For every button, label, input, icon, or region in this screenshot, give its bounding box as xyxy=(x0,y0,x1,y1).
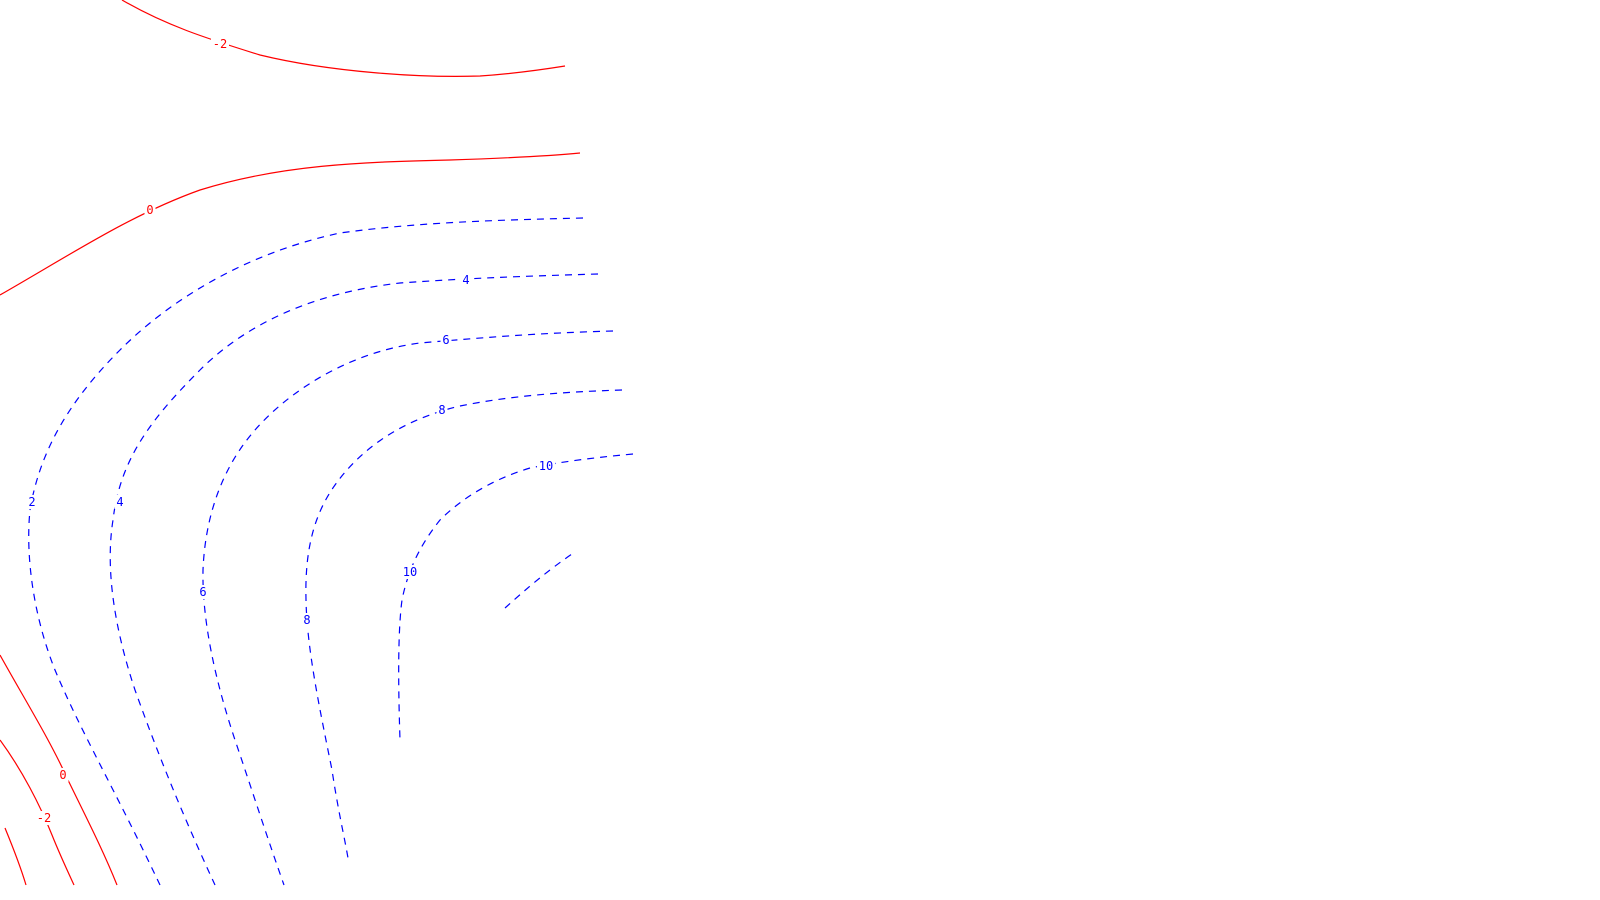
contour-label-4-main-1: 4 xyxy=(116,495,123,509)
contour-label-8-main-0: 8 xyxy=(438,403,445,417)
contour-label-6-main-0: 6 xyxy=(442,333,449,347)
contour-line-level-10-main xyxy=(398,453,634,741)
contour-line-level-2-main xyxy=(28,217,584,886)
contour-label-neg2-bottom-left-0: -2 xyxy=(37,811,51,825)
contour-line-level-8-main xyxy=(305,389,623,859)
contour-line-level-neg2-bottom-left xyxy=(0,739,75,886)
contour-line-level-0-bottom-stub xyxy=(4,827,27,886)
contour-label-neg2-top-band-0: -2 xyxy=(213,37,227,51)
contour-line-level-4-main xyxy=(109,273,599,886)
contour-label-8-main-1: 8 xyxy=(303,613,310,627)
contour-label-0-upper-0: 0 xyxy=(146,203,153,217)
contour-line-level-0-upper xyxy=(0,152,581,296)
contour-line-level-10-inner-fragment xyxy=(504,551,576,609)
contour-line-level-neg2-top-band xyxy=(121,0,566,77)
contour-line-level-6-main xyxy=(202,330,614,886)
contour-label-4-main-0: 4 xyxy=(462,273,469,287)
contour-label-10-main-0: 10 xyxy=(539,459,553,473)
contour-label-2-main-0: 2 xyxy=(28,495,35,509)
contour-label-6-main-1: 6 xyxy=(199,585,206,599)
contour-label-0-lower-left-0: 0 xyxy=(59,768,66,782)
contour-label-10-main-1: 10 xyxy=(403,565,417,579)
